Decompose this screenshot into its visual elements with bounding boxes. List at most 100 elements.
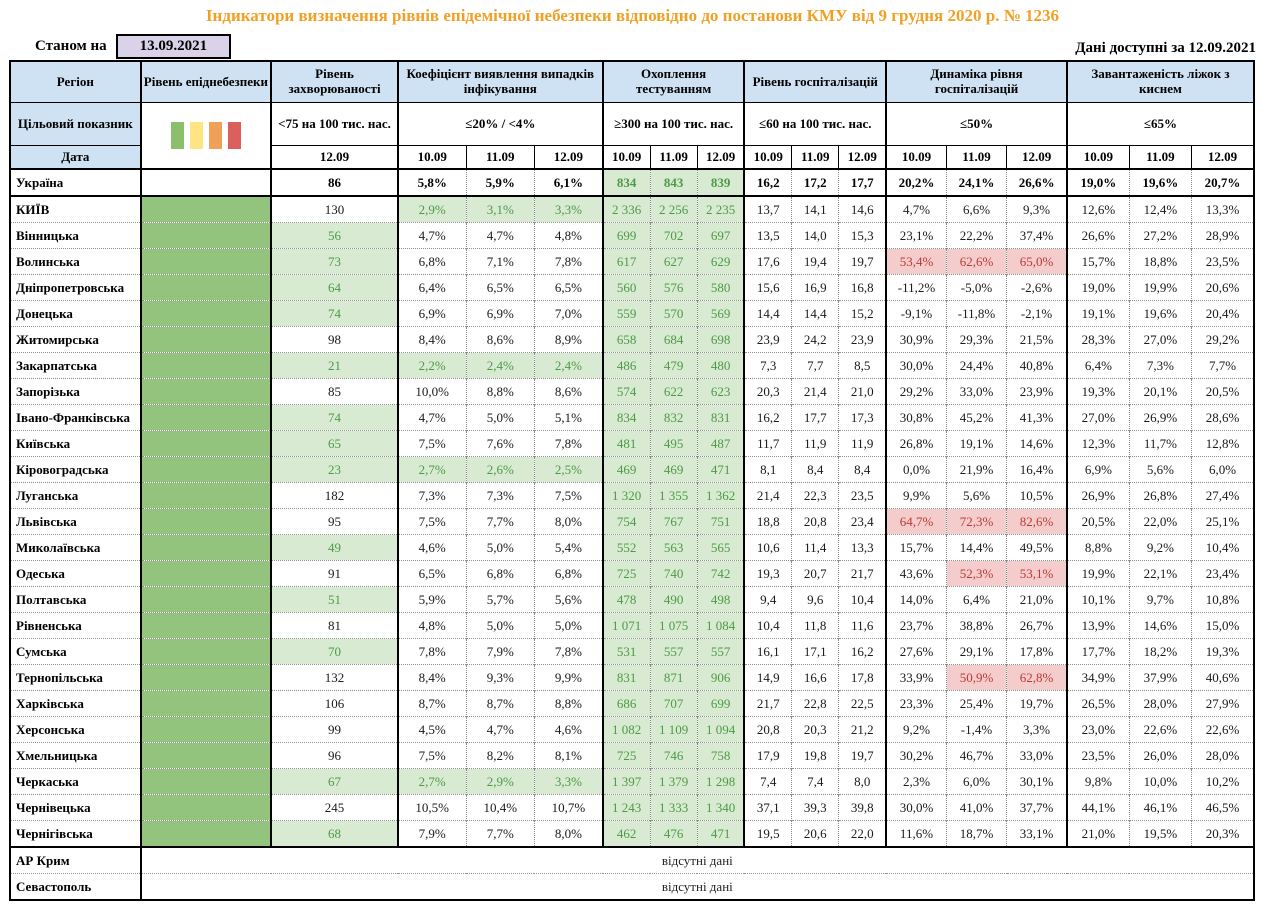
testing-cell: 531 (601, 638, 650, 665)
column-header-detection: Коефіцієнт виявлення випадків інфікуванн… (396, 61, 603, 103)
detection-cell: 8,8% (533, 690, 603, 717)
hosp-dynamics-cell: -11,2% (885, 274, 947, 301)
column-header-beds: Завантаженість ліжок з киснем (1065, 61, 1254, 103)
testing-cell: 758 (696, 742, 745, 769)
testing-cell: 1 084 (696, 612, 745, 639)
incidence-cell: 98 (270, 326, 398, 353)
testing-cell: 658 (601, 326, 650, 353)
detection-cell: 8,0% (533, 820, 603, 847)
incidence-cell: 23 (270, 456, 398, 483)
hosp-dynamics-cell: 37,4% (1006, 222, 1067, 249)
hosp-dynamics-cell: 30,0% (885, 352, 947, 379)
danger-level-cell (139, 300, 272, 327)
beds-load-cell: 28,6% (1191, 404, 1254, 431)
hosp-dynamics-cell: 40,8% (1006, 352, 1067, 379)
testing-cell: 839 (696, 168, 745, 197)
beds-load-cell: 7,3% (1128, 352, 1192, 379)
region-row: КИЇВ 130 2,9% 3,1% 3,3% 2 336 2 256 2 235 13,7 14… (10, 195, 1254, 223)
hosp-level-cell: 24,2 (791, 326, 839, 353)
beds-load-cell: 27,0% (1065, 404, 1130, 431)
testing-cell: 767 (649, 508, 698, 535)
beds-load-cell: 22,6% (1128, 716, 1192, 743)
table-header: Регіон Рівень епіднебезпеки Рівень захворю… (10, 61, 1254, 170)
beds-load-cell: 28,0% (1128, 690, 1192, 717)
detection-cell: 6,9% (396, 300, 467, 327)
testing-cell: 486 (601, 352, 650, 379)
testing-cell: 560 (601, 274, 650, 301)
region-row: Запорізька 85 10,0% 8,8% 8,6% 574 622 623 20,3 21… (10, 378, 1254, 405)
hosp-dynamics-cell: 46,7% (945, 742, 1007, 769)
testing-cell: 746 (649, 742, 698, 769)
beds-load-cell: 10,4% (1191, 534, 1254, 561)
beds-load-cell: 19,3% (1065, 378, 1130, 405)
hosp-level-cell: 13,3 (838, 534, 887, 561)
hosp-dynamics-cell: 62,8% (1006, 664, 1067, 691)
detection-cell: 4,8% (533, 222, 603, 249)
region-row: Тернопільська 132 8,4% 9,3% 9,9% 831 871 906 14,… (10, 664, 1254, 691)
hosp-dynamics-cell: -9,1% (885, 300, 947, 327)
beds-load-cell: 26,9% (1065, 482, 1130, 509)
hosp-level-cell: 11,6 (838, 612, 887, 639)
incidence-cell: 64 (270, 274, 398, 301)
detection-cell: 6,9% (465, 300, 535, 327)
detection-cell: 6,5% (533, 274, 603, 301)
detection-cell: 5,0% (465, 612, 535, 639)
detection-cell: 8,8% (465, 378, 535, 405)
detection-cell: 6,5% (396, 560, 467, 587)
hosp-dynamics-cell: 52,3% (945, 560, 1007, 587)
hosp-level-cell: 20,6 (791, 820, 839, 847)
region-row: Черкаська 67 2,7% 2,9% 3,3% 1 397 1 379 1 298 7,… (10, 768, 1254, 795)
region-name-cell: Херсонська (10, 716, 141, 743)
target-incidence: <75 на 100 тис. нас. (270, 102, 398, 146)
region-row: Чернівецька 245 10,5% 10,4% 10,7% 1 243 1 333 1… (10, 794, 1254, 821)
incidence-cell: 182 (270, 482, 398, 509)
testing-cell: 1 355 (649, 482, 698, 509)
hosp-dynamics-cell: 29,1% (945, 638, 1007, 665)
beds-load-cell: 6,4% (1065, 352, 1130, 379)
testing-cell: 834 (601, 404, 650, 431)
testing-cell: 478 (601, 586, 650, 613)
testing-cell: 686 (601, 690, 650, 717)
hosp-dynamics-cell: 14,4% (945, 534, 1007, 561)
beds-load-cell: 6,0% (1191, 456, 1254, 483)
hosp-dynamics-cell: 21,9% (945, 456, 1007, 483)
date-hosp-10.09: 10.09 (743, 145, 792, 170)
hosp-level-cell: 19,4 (791, 248, 839, 275)
date-detection-10.09: 10.09 (396, 145, 467, 170)
date-hosp-12.09: 12.09 (838, 145, 887, 170)
detection-cell: 5,4% (533, 534, 603, 561)
hosp-level-cell: 16,8 (838, 274, 887, 301)
beds-load-cell: 17,7% (1065, 638, 1130, 665)
hosp-level-cell: 7,3 (743, 352, 792, 379)
hosp-level-cell: 10,4 (838, 586, 887, 613)
danger-level-cell (139, 794, 272, 821)
testing-cell: 498 (696, 586, 745, 613)
beds-load-cell: 12,8% (1191, 430, 1254, 457)
data-available-date: 12.09.2021 (1188, 40, 1257, 56)
detection-cell: 2,2% (396, 352, 467, 379)
testing-cell: 1 298 (696, 768, 745, 795)
hosp-level-cell: 20,3 (791, 716, 839, 743)
hosp-level-cell: 19,5 (743, 820, 792, 847)
date-beds-10.09: 10.09 (1065, 145, 1130, 170)
hosp-dynamics-cell: 23,1% (885, 222, 947, 249)
region-name-cell: Тернопільська (10, 664, 141, 691)
detection-cell: 7,8% (533, 430, 603, 457)
detection-cell: 2,6% (465, 456, 535, 483)
incidence-cell: 67 (270, 768, 398, 795)
hosp-level-cell: 13,5 (743, 222, 792, 249)
region-name-cell: КИЇВ (10, 195, 141, 223)
danger-level-cell (139, 586, 272, 613)
testing-cell: 1 094 (696, 716, 745, 743)
hosp-level-cell: 8,4 (791, 456, 839, 483)
testing-cell: 1 397 (601, 768, 650, 795)
beds-load-cell: 19,6% (1128, 168, 1192, 197)
testing-cell: 469 (601, 456, 650, 483)
hosp-level-cell: 18,8 (743, 508, 792, 535)
danger-level-cell (139, 352, 272, 379)
incidence-cell: 74 (270, 300, 398, 327)
beds-load-cell: 9,2% (1128, 534, 1192, 561)
beds-load-cell: 19,9% (1128, 274, 1192, 301)
data-available-label: Дані доступні за (1075, 40, 1185, 56)
beds-load-cell: 11,7% (1128, 430, 1192, 457)
